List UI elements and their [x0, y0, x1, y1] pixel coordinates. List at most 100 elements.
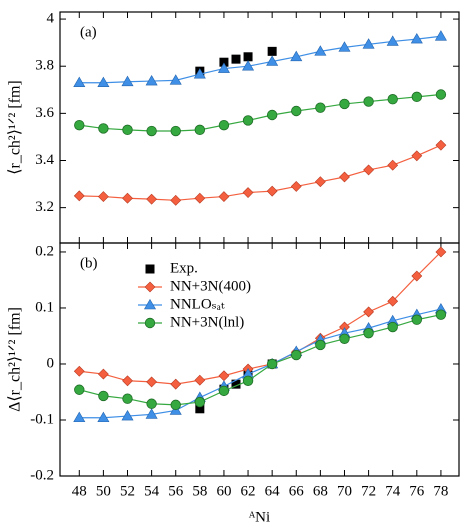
marker: [73, 76, 86, 88]
marker: [122, 393, 133, 404]
marker: [242, 375, 254, 386]
marker: [145, 74, 158, 86]
marker: [74, 119, 85, 131]
marker: [387, 295, 399, 307]
x-tick-label: 72: [361, 483, 376, 499]
marker: [315, 339, 326, 351]
marker: [314, 176, 326, 188]
series-line: [79, 144, 442, 201]
marker: [146, 398, 157, 409]
marker: [146, 193, 158, 205]
marker: [194, 192, 206, 204]
x-tick-label: 68: [313, 483, 328, 499]
y-tick-label: 3.2: [35, 199, 54, 215]
y-tick-label: 3.6: [35, 105, 54, 121]
x-tick-label: 52: [120, 483, 135, 499]
marker: [193, 68, 206, 79]
marker: [242, 115, 254, 126]
y-axis-label: ⟨r_ch²⟩¹ᐟ² [fm]: [7, 80, 24, 175]
x-tick-label: 56: [168, 483, 184, 499]
legend-label: NN+3N(lnl): [170, 314, 244, 330]
x-tick-label: 62: [241, 483, 256, 499]
marker: [339, 171, 350, 183]
marker: [266, 358, 278, 370]
marker: [170, 125, 181, 137]
marker: [218, 191, 230, 202]
plot-frame: [59, 11, 460, 244]
y-tick-label: 0.2: [35, 243, 54, 259]
marker: [363, 164, 375, 176]
series-line: [79, 93, 441, 132]
marker: [194, 396, 206, 408]
marker: [363, 306, 375, 318]
y-axis-label: Δ⟨r_ch²⟩¹ᐟ² [fm]: [7, 307, 24, 412]
marker: [217, 62, 230, 73]
marker: [338, 41, 351, 52]
marker: [170, 399, 181, 411]
x-tick-label: 74: [385, 483, 401, 499]
marker: [411, 270, 423, 282]
marker: [121, 409, 134, 421]
marker: [387, 94, 398, 105]
marker: [435, 139, 447, 151]
legend-marker: [144, 317, 156, 329]
marker: [266, 185, 278, 197]
legend-label: NNLOₛₐₜ: [170, 296, 225, 312]
marker: [170, 378, 182, 390]
y-tick-label: -0.1: [30, 411, 54, 427]
marker: [97, 368, 109, 380]
marker: [387, 159, 399, 171]
panel-label: (b): [80, 255, 98, 271]
series-line: [79, 308, 442, 419]
marker: [73, 411, 86, 423]
x-tick-label: 48: [72, 483, 87, 499]
marker: [122, 192, 133, 204]
y-tick-label: 4: [47, 11, 55, 27]
legend-label: NN+3N(400): [170, 278, 251, 294]
marker: [194, 124, 206, 136]
marker: [219, 57, 229, 67]
marker: [145, 408, 158, 419]
marker: [411, 91, 423, 103]
marker: [410, 33, 423, 44]
marker: [266, 109, 278, 121]
marker: [363, 96, 374, 107]
x-tick-label: 78: [433, 483, 448, 499]
x-axis-label: ᴬNi: [249, 509, 270, 525]
marker: [435, 309, 447, 320]
y-tick-label: 3.4: [35, 152, 54, 168]
marker: [314, 45, 327, 56]
marker: [339, 333, 350, 344]
marker: [435, 246, 447, 258]
marker: [195, 404, 205, 414]
y-tick-label: 3.8: [35, 58, 54, 74]
legend-marker: [145, 264, 155, 274]
marker: [290, 50, 303, 62]
marker: [194, 374, 206, 386]
marker: [73, 190, 85, 202]
x-tick-label: 60: [216, 483, 231, 499]
marker: [242, 60, 255, 71]
marker: [122, 124, 133, 136]
marker: [363, 327, 374, 339]
marker: [242, 187, 254, 198]
marker: [231, 54, 241, 64]
marker: [434, 30, 447, 41]
x-tick-label: 50: [96, 483, 111, 499]
x-tick-label: 66: [289, 483, 305, 499]
marker: [291, 105, 302, 117]
marker: [411, 150, 423, 162]
marker: [231, 379, 241, 389]
series-line: [79, 35, 441, 84]
marker: [74, 384, 85, 395]
x-tick-label: 70: [337, 483, 352, 499]
panel-label: (a): [80, 24, 97, 40]
marker: [218, 385, 230, 397]
series-line: [79, 314, 442, 406]
marker: [290, 181, 302, 192]
y-tick-label: 0.1: [35, 299, 54, 315]
marker: [97, 191, 109, 202]
legend-label: Exp.: [170, 260, 198, 276]
marker: [218, 370, 230, 382]
marker: [121, 75, 134, 87]
